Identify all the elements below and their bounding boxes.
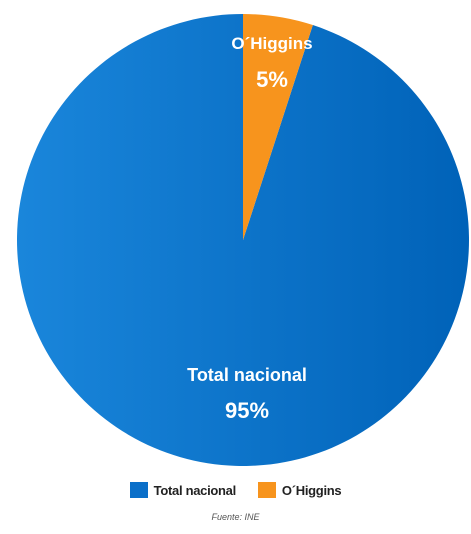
pie-chart: O´Higgins 5% Total nacional 95% bbox=[16, 14, 469, 467]
slice-label-ohiggins-value: 5% bbox=[256, 67, 288, 92]
chart-source: Fuente: INE bbox=[211, 512, 260, 522]
legend-item-total-nacional: Total nacional bbox=[129, 482, 237, 498]
legend-swatch-total-nacional bbox=[129, 482, 148, 498]
legend-item-ohiggins: O´Higgins bbox=[257, 482, 342, 498]
legend-label-total-nacional: Total nacional bbox=[153, 482, 237, 498]
pie-slice-ohiggins bbox=[243, 14, 313, 240]
slice-label-total-nacional-name: Total nacional bbox=[187, 365, 307, 385]
slice-label-total-nacional-value: 95% bbox=[225, 398, 269, 423]
pie-slice-total-nacional bbox=[16, 14, 469, 467]
chart-legend: Total nacional O´Higgins bbox=[0, 482, 471, 498]
legend-label-ohiggins: O´Higgins bbox=[281, 482, 342, 498]
legend-swatch-ohiggins bbox=[257, 482, 276, 498]
slice-label-ohiggins-name: O´Higgins bbox=[231, 34, 312, 53]
